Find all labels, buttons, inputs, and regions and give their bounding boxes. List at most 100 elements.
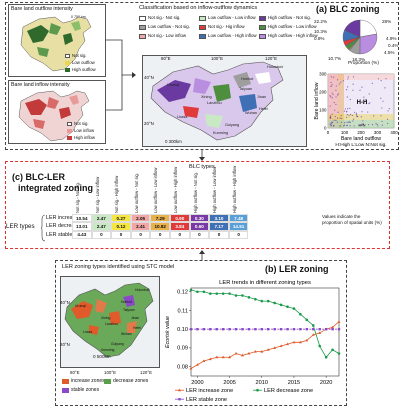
- series-point: [324, 327, 328, 331]
- scatter-point: [330, 123, 332, 125]
- city-label: Wuhan: [245, 111, 257, 115]
- ler-types-label: LER types: [6, 223, 35, 230]
- scatter-point: [358, 124, 360, 126]
- x-tick-label: 400: [390, 130, 398, 135]
- table-column-header: Low outflow - Low inflow: [153, 167, 159, 213]
- scatter-point: [341, 117, 343, 120]
- panel-c-frame: [5, 161, 390, 249]
- scatter-point: [349, 113, 352, 116]
- panel-b-title: (b) LER zoning: [265, 264, 329, 274]
- y-tick-label: 200: [319, 90, 327, 95]
- panel-a-frame: [5, 2, 399, 150]
- pie-label: 10.3%: [314, 29, 327, 34]
- x-tick-label: 100: [341, 130, 349, 135]
- legend-swatch: [259, 34, 266, 39]
- scatter-point: [337, 93, 339, 95]
- series-point: [305, 327, 309, 331]
- scatter-point: [365, 103, 368, 105]
- plot-frame: [190, 287, 340, 377]
- region-label: H-H: [357, 100, 368, 106]
- table-cell: 0.27: [111, 214, 131, 223]
- table-cell: 0: [150, 230, 170, 240]
- map-lat-label: 40°N: [144, 75, 154, 80]
- series-point: [196, 290, 199, 294]
- outflow-map: Bare land outflow intensity 0 750 km Not…: [8, 4, 106, 77]
- city-label: Lanzhou: [105, 322, 119, 326]
- table-cell: 3.84: [170, 222, 190, 231]
- city-label: Kunming: [101, 348, 115, 352]
- x-tick-label: 2020: [320, 380, 332, 386]
- y-tick-label: 0.08: [177, 364, 188, 370]
- city-label: Hefei: [133, 326, 141, 330]
- legend-label: decrease zones: [113, 378, 149, 384]
- series-point: [202, 327, 206, 331]
- series-point: [260, 299, 264, 303]
- scatter-point: [347, 86, 349, 88]
- scatter-point: [340, 115, 342, 117]
- scatter-point: [346, 96, 348, 98]
- legend-swatch: [65, 54, 70, 58]
- series-point: [286, 305, 289, 309]
- scatter-point: [371, 82, 373, 85]
- table-column-header: High outflow - High inflow: [231, 165, 237, 213]
- table-row-label: LER increase: [46, 214, 79, 221]
- legend-swatch: [199, 34, 206, 39]
- scatter-point: [353, 118, 355, 120]
- table-cell: 0: [91, 230, 112, 240]
- series-point: [254, 297, 257, 301]
- panel-a-arrows: [106, 39, 136, 111]
- map-lat-label: 40°N: [60, 300, 70, 305]
- series-point: [202, 290, 206, 294]
- x-tick-label: 2010: [256, 380, 268, 386]
- series-point: [298, 340, 302, 344]
- arrow-b-to-c: [199, 250, 205, 261]
- city-label: Lanzhou: [207, 101, 222, 105]
- outflow-legend: Not sig. Low outflow High outflow: [65, 53, 105, 77]
- scatter-point: [361, 124, 363, 127]
- city-label: Urumqi: [75, 304, 86, 308]
- pie-label: 22.2%: [314, 19, 327, 24]
- scatter-point: [337, 94, 339, 96]
- scatter-point: [362, 123, 364, 125]
- table-cell: 2.41: [130, 222, 151, 231]
- scatter-point: [330, 76, 332, 78]
- scatter-point: [351, 114, 353, 117]
- legend-swatch: [259, 16, 266, 21]
- pie-slice: [359, 33, 378, 55]
- scatter-point: [385, 78, 387, 80]
- scatter-point: [335, 103, 337, 105]
- pie-chart: 22.2% 28% 10.3% 0.9% 4.9% 0.4% 4.5% 10.7% 18.3%P…: [314, 19, 398, 66]
- city-label: Hohhot: [241, 77, 254, 81]
- scatter-point: [334, 109, 336, 111]
- series-point: [318, 331, 322, 334]
- legend-swatch: [199, 25, 206, 30]
- legend-label: Low outflow - Not sig.: [148, 24, 190, 29]
- scatter-point: [347, 76, 349, 78]
- scatter-point: [335, 96, 337, 98]
- series-point: [189, 366, 193, 370]
- scatter-point: [352, 83, 354, 85]
- inflow-map-title: Bare land inflow intensity: [11, 82, 70, 88]
- legend-label: High outflow: [72, 67, 96, 72]
- y-tick-label: 0.11: [178, 308, 188, 314]
- city-label: Kunming: [213, 131, 228, 135]
- scatter-point: [347, 121, 350, 123]
- classification-title: Classification based on inflow-outflow d…: [139, 5, 258, 11]
- legend-label: Not sig.: [74, 121, 89, 126]
- classification-map-shape: [150, 61, 284, 141]
- inflow-map-shape: [18, 90, 90, 142]
- table-cell: 2.47: [91, 214, 112, 223]
- scatter-point: [336, 79, 339, 81]
- table-cell: 2.47: [91, 222, 112, 231]
- zone-band: [328, 120, 394, 128]
- series-point: [299, 327, 302, 331]
- map-lat-label: 20°N: [60, 342, 70, 347]
- scatter-point: [347, 78, 349, 80]
- table-column-header: High outflow - Not sig.: [192, 172, 198, 213]
- x-tick-label: 2000: [191, 380, 203, 386]
- legend-label: LER increase zone: [186, 388, 233, 394]
- series-point: [337, 352, 341, 355]
- legend-label: LER stable zone: [186, 397, 227, 403]
- series-point: [331, 348, 334, 352]
- legend-marker: [178, 388, 181, 392]
